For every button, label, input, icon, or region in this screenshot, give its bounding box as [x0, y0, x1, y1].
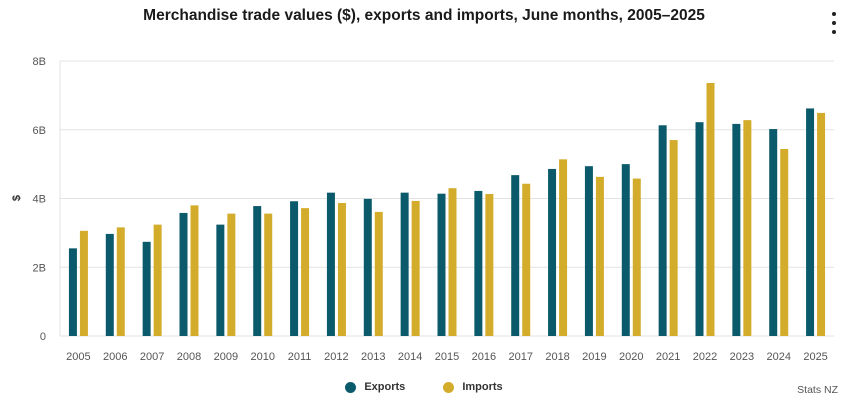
- bars: [68, 83, 826, 336]
- bar-imports-2018[interactable]: [559, 159, 568, 336]
- bar-exports-2016[interactable]: [474, 190, 483, 336]
- x-tick-label: 2007: [140, 351, 164, 363]
- x-tick-label: 2017: [508, 351, 532, 363]
- x-tick-label: 2012: [324, 351, 348, 363]
- bar-chart: 0 2B 4B 6B 8B $ 2005 2006 2007 2008 2009 2010 2011…: [11, 56, 834, 363]
- bar-imports-2005[interactable]: [79, 230, 88, 336]
- legend-label-imports: Imports: [462, 381, 503, 393]
- bar-imports-2019[interactable]: [595, 176, 604, 336]
- bar-imports-2014[interactable]: [411, 200, 420, 336]
- bar-imports-2013[interactable]: [374, 211, 383, 336]
- bar-exports-2006[interactable]: [105, 233, 114, 336]
- bar-exports-2014[interactable]: [400, 192, 409, 336]
- bar-imports-2024[interactable]: [780, 149, 789, 336]
- x-tick-label: 2013: [361, 351, 385, 363]
- x-tick-label: 2005: [66, 351, 90, 363]
- legend: Exports Imports: [0, 381, 848, 393]
- bar-imports-2006[interactable]: [116, 227, 125, 336]
- x-tick-label: 2016: [472, 351, 496, 363]
- bar-imports-2025[interactable]: [817, 112, 826, 336]
- source-credit: Stats NZ: [797, 384, 838, 396]
- kebab-menu-icon[interactable]: [826, 12, 842, 34]
- y-tick-label: 6B: [33, 125, 46, 137]
- bar-imports-2008[interactable]: [190, 205, 199, 336]
- bar-exports-2010[interactable]: [253, 206, 262, 336]
- y-tick-label: 2B: [33, 262, 46, 274]
- bar-imports-2023[interactable]: [743, 120, 752, 336]
- legend-label-exports: Exports: [364, 381, 406, 393]
- y-tick-label: 8B: [33, 56, 46, 68]
- bar-imports-2012[interactable]: [337, 202, 346, 336]
- bar-imports-2011[interactable]: [301, 208, 310, 336]
- bar-imports-2021[interactable]: [669, 140, 678, 336]
- bar-exports-2015[interactable]: [437, 193, 446, 336]
- bar-exports-2007[interactable]: [142, 241, 151, 336]
- y-tick-label: 0: [40, 331, 46, 343]
- x-tick-label: 2011: [288, 351, 312, 363]
- gridlines: [59, 60, 834, 337]
- x-tick-label: 2009: [214, 351, 238, 363]
- bar-exports-2024[interactable]: [769, 129, 778, 336]
- chart-title: Merchandise trade values ($), exports an…: [143, 7, 705, 24]
- x-tick-label: 2014: [398, 351, 422, 363]
- x-tick-label: 2015: [435, 351, 459, 363]
- x-tick-label: 2018: [545, 351, 569, 363]
- legend-item-imports[interactable]: Imports: [443, 381, 503, 393]
- bar-imports-2010[interactable]: [264, 213, 273, 336]
- y-axis-ticks: 0 2B 4B 6B 8B: [33, 56, 46, 343]
- bar-imports-2015[interactable]: [448, 188, 457, 336]
- bar-imports-2016[interactable]: [485, 194, 494, 336]
- bar-imports-2017[interactable]: [522, 183, 531, 336]
- legend-swatch-imports: [443, 381, 455, 393]
- bar-exports-2017[interactable]: [511, 175, 520, 336]
- bar-imports-2020[interactable]: [632, 178, 641, 336]
- bar-exports-2021[interactable]: [658, 125, 667, 336]
- legend-swatch-exports: [345, 381, 357, 393]
- y-tick-label: 4B: [33, 194, 46, 206]
- bar-exports-2018[interactable]: [548, 168, 557, 336]
- bar-exports-2022[interactable]: [695, 122, 704, 336]
- bar-exports-2025[interactable]: [806, 108, 815, 336]
- bar-imports-2007[interactable]: [153, 224, 162, 336]
- bar-exports-2023[interactable]: [732, 123, 741, 336]
- legend-item-exports[interactable]: Exports: [345, 381, 405, 393]
- x-tick-label: 2022: [693, 351, 717, 363]
- bar-exports-2008[interactable]: [179, 212, 188, 336]
- x-tick-label: 2023: [730, 351, 754, 363]
- x-tick-label: 2021: [656, 351, 680, 363]
- x-tick-label: 2006: [103, 351, 127, 363]
- bar-exports-2020[interactable]: [621, 164, 630, 336]
- bar-exports-2019[interactable]: [584, 166, 593, 336]
- x-tick-label: 2010: [250, 351, 274, 363]
- bar-exports-2013[interactable]: [363, 198, 372, 336]
- x-tick-label: 2025: [803, 351, 827, 363]
- x-tick-label: 2008: [177, 351, 201, 363]
- y-axis-label: $: [11, 195, 23, 201]
- x-tick-label: 2024: [766, 351, 790, 363]
- bar-imports-2022[interactable]: [706, 83, 715, 336]
- x-tick-label: 2019: [582, 351, 606, 363]
- bar-exports-2009[interactable]: [216, 224, 225, 336]
- bar-exports-2012[interactable]: [326, 192, 335, 336]
- x-axis-ticks: 2005 2006 2007 2008 2009 2010 2011 2012 2013 2014…: [66, 351, 828, 363]
- bar-imports-2009[interactable]: [227, 213, 236, 336]
- x-tick-label: 2020: [619, 351, 643, 363]
- bar-exports-2005[interactable]: [68, 248, 77, 336]
- bar-exports-2011[interactable]: [290, 201, 299, 336]
